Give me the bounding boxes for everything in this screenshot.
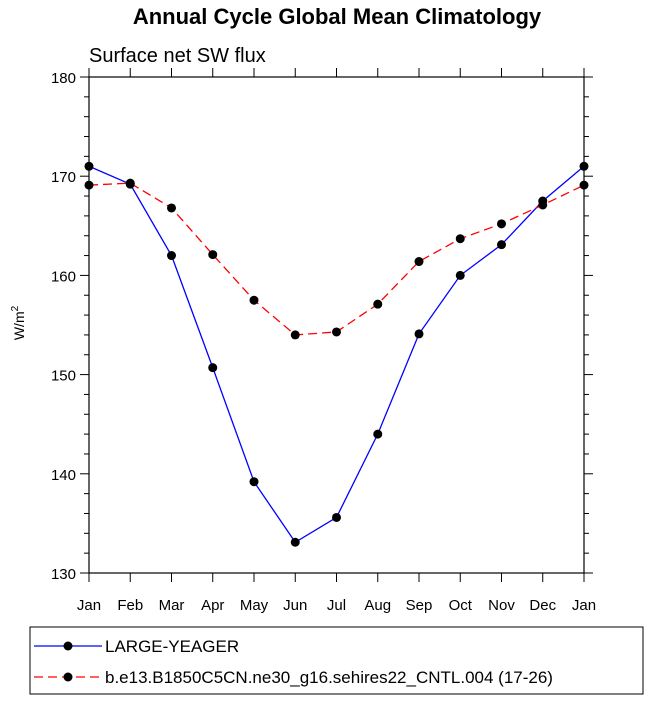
legend-item-series-1: LARGE-YEAGER <box>34 637 239 656</box>
y-axis-label-superscript: 2 <box>10 305 21 311</box>
legend-item-series-2: b.e13.B1850C5CN.ne30_g16.sehires22_CNTL.… <box>34 668 553 687</box>
x-tick-label: Sep <box>406 597 433 614</box>
series-2-point <box>249 295 259 305</box>
series-1-point <box>290 537 300 547</box>
series-2-point <box>332 327 341 337</box>
series-2-point <box>290 330 300 340</box>
legend-marker-series-1 <box>63 641 73 651</box>
y-axis-label: W/m2 <box>10 305 27 340</box>
x-tick-label: Nov <box>488 597 515 614</box>
y-tick-label: 160 <box>51 268 76 285</box>
x-tick-label: Mar <box>159 597 185 614</box>
y-tick-label: 180 <box>51 70 76 87</box>
series-1-point <box>414 329 424 339</box>
legend-label-series-1: LARGE-YEAGER <box>105 637 239 656</box>
series-layer <box>84 161 589 547</box>
series-1-point <box>208 363 218 373</box>
y-tick-label: 150 <box>51 368 76 385</box>
series-2-point <box>538 200 548 210</box>
series-2-point <box>455 234 465 244</box>
x-axis-ticks: Jan Feb Mar Apr May Jun Jul Aug Sep Oct Nov Dec Jan <box>77 68 596 614</box>
x-tick-label: Jun <box>283 597 307 614</box>
chart-subtitle: Surface net SW flux <box>89 45 266 67</box>
series-1-point <box>249 477 259 487</box>
y-tick-label: 170 <box>51 169 76 186</box>
legend-label-series-2: b.e13.B1850C5CN.ne30_g16.sehires22_CNTL.… <box>105 668 553 687</box>
series-2-point <box>167 203 176 213</box>
plot-frame <box>88 76 585 574</box>
series-1-point <box>579 161 589 171</box>
x-tick-label: Apr <box>201 597 224 614</box>
x-tick-label: Dec <box>529 597 556 614</box>
x-tick-label: Jan <box>77 597 101 614</box>
x-tick-label: May <box>240 597 269 614</box>
legend-box <box>29 626 644 695</box>
series-1-point <box>84 161 94 171</box>
x-tick-label: Jul <box>327 597 346 614</box>
series-2-point <box>414 257 424 267</box>
chart-title: Annual Cycle Global Mean Climatology <box>133 4 542 29</box>
x-tick-label: Jan <box>572 597 596 614</box>
legend-marker-series-2 <box>63 672 73 682</box>
series-line-1 <box>88 165 585 544</box>
series-1-point <box>332 512 341 522</box>
y-axis-label-text: W/m <box>11 311 27 340</box>
series-2-point <box>208 250 218 260</box>
series-1-point <box>455 270 465 280</box>
series-2-point <box>373 299 383 309</box>
series-2-point <box>125 178 135 188</box>
series-2-point <box>497 219 506 229</box>
x-tick-label: Feb <box>117 597 143 614</box>
x-tick-label: Aug <box>364 597 391 614</box>
series-1-point <box>497 240 506 250</box>
x-tick-label: Oct <box>449 597 473 614</box>
y-tick-label: 140 <box>51 467 76 484</box>
y-tick-label: 130 <box>51 566 76 583</box>
series-2-point <box>84 180 94 190</box>
series-1-point <box>373 429 383 439</box>
series-line-2 <box>88 182 585 336</box>
y-axis-ticks: 130 140 150 160 170 180 <box>51 70 593 583</box>
series-1-point <box>167 251 176 261</box>
series-2-point <box>579 180 589 190</box>
